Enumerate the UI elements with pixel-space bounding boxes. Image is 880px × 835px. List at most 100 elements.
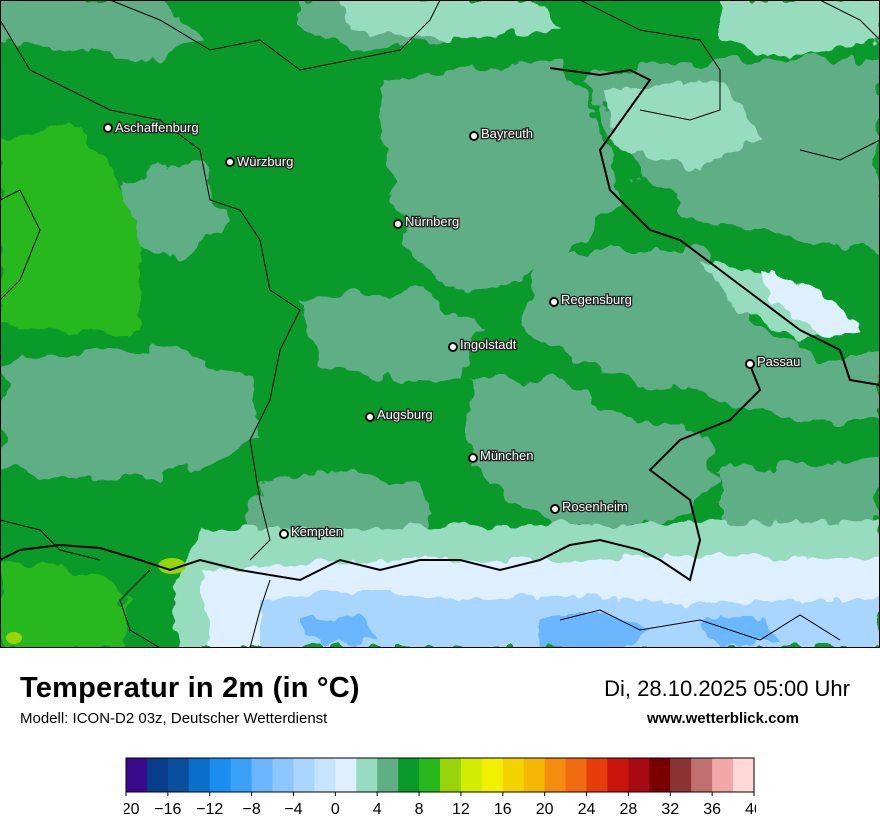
legend-color-swatch: [251, 758, 274, 792]
city-label: Nürnberg: [405, 214, 459, 229]
legend-tick-label: 0: [331, 801, 340, 818]
weather-map[interactable]: Aschaffenburg Würzburg Bayreuth Nürnberg…: [0, 0, 880, 648]
legend-color-swatch: [586, 758, 608, 792]
legend-tick-label: 20: [536, 801, 554, 818]
city-label: Aschaffenburg: [115, 120, 199, 135]
city-dot: [448, 342, 458, 352]
legend-tick-label: −4: [284, 801, 302, 818]
legend-color-swatch: [691, 758, 713, 792]
forecast-datetime: Di, 28.10.2025 05:00 Uhr: [604, 676, 850, 701]
city-dot: [365, 412, 375, 422]
temperature-map-svg: Aschaffenburg Würzburg Bayreuth Nürnberg…: [0, 0, 880, 648]
legend-tick-label: −20: [124, 801, 140, 818]
legend-color-swatch: [335, 758, 357, 792]
legend-color-swatch: [523, 758, 546, 792]
state-border: [819, 0, 880, 41]
legend-tick-label: 8: [415, 801, 424, 818]
city-dot: [745, 359, 755, 369]
legend-color-swatch: [670, 758, 692, 792]
legend-tick-label: 16: [494, 801, 512, 818]
legend-color-swatch: [628, 758, 650, 792]
city-markers: Aschaffenburg Würzburg Bayreuth Nürnberg…: [103, 119, 802, 540]
map-footer: Temperatur in 2m (in °C) Modell: ICON-D2…: [0, 648, 880, 830]
legend-color-swatch: [293, 758, 315, 792]
legend-color-swatch: [314, 758, 336, 792]
legend-color-swatch: [356, 758, 378, 792]
legend-color-swatch: [146, 758, 169, 792]
city-marker-kempten[interactable]: Kempten: [279, 523, 344, 540]
legend-tick-label: −12: [196, 801, 223, 818]
temperature-zone-12-14: [6, 558, 186, 644]
state-border: [0, 19, 301, 561]
country-border: [579, 0, 721, 121]
legend-color-swatch: [649, 758, 671, 792]
city-label: Augsburg: [377, 407, 433, 422]
country-border: [119, 569, 161, 648]
city-marker-augsburg[interactable]: Augsburg: [365, 406, 434, 423]
legend-color-swatch: [188, 758, 211, 792]
legend-color-swatch: [481, 758, 504, 792]
legend-color-swatch: [712, 758, 734, 792]
legend-color-swatch: [126, 758, 148, 792]
legend-tick-label: −8: [242, 801, 260, 818]
legend-color-swatch: [565, 758, 588, 792]
city-marker-regensburg[interactable]: Regensburg: [549, 291, 633, 308]
city-label: Würzburg: [237, 154, 293, 169]
color-legend-svg: −20 −16 −12 −8 −4 0 4 8 12 16 20 24 28 32 36 40: [112, 757, 763, 818]
state-border: [0, 189, 41, 301]
legend-tick-label: 40: [745, 801, 756, 818]
city-label: Passau: [757, 354, 800, 369]
website-link[interactable]: www.wetterblick.com: [647, 710, 799, 727]
legend-color-swatch: [419, 758, 441, 792]
legend-color-swatch: [440, 758, 462, 792]
city-label: München: [480, 448, 533, 463]
city-label: Bayreuth: [481, 126, 533, 141]
color-legend: −20 −16 −12 −8 −4 0 4 8 12 16 20 24 28 32 36 40: [112, 756, 763, 830]
legend-color-swatch: [209, 758, 232, 792]
city-dot: [469, 131, 479, 141]
legend-color-swatch: [502, 758, 525, 792]
legend-color-swatch: [544, 758, 567, 792]
city-label: Kempten: [291, 524, 343, 539]
city-marker-rosenheim[interactable]: Rosenheim: [550, 498, 629, 515]
legend-tick-label: 32: [661, 801, 679, 818]
legend-color-swatch: [272, 758, 294, 792]
state-border: [249, 579, 271, 648]
city-marker-passau[interactable]: Passau: [745, 353, 802, 370]
city-dot: [103, 123, 113, 133]
legend-tick-label: 28: [620, 801, 638, 818]
legend-color-swatch: [607, 758, 629, 792]
legend-color-swatch: [460, 758, 483, 792]
legend-tick-label: 12: [452, 801, 470, 818]
city-marker-nuernberg[interactable]: Nürnberg: [393, 213, 461, 230]
legend-color-swatch: [398, 758, 420, 792]
city-dot: [279, 529, 289, 539]
city-dot: [393, 219, 403, 229]
legend-color-swatch: [733, 758, 755, 792]
borders: [0, 0, 880, 648]
state-border: [799, 139, 880, 161]
legend-tick-label: 4: [373, 801, 382, 818]
country-border: [549, 67, 880, 386]
city-label: Rosenheim: [562, 499, 628, 514]
legend-tick-label: 36: [703, 801, 721, 818]
city-label: Regensburg: [561, 292, 632, 307]
legend-tick-label: 24: [578, 801, 596, 818]
state-border: [0, 519, 101, 561]
city-dot: [468, 453, 478, 463]
legend-tick-label: −16: [154, 801, 181, 818]
legend-color-swatch: [230, 758, 253, 792]
legend-color-swatch: [167, 758, 190, 792]
city-label: Ingolstadt: [460, 337, 517, 352]
country-border: [0, 364, 762, 582]
city-marker-ingolstadt[interactable]: Ingolstadt: [448, 336, 518, 353]
city-marker-bayreuth[interactable]: Bayreuth: [469, 125, 534, 142]
model-source: Modell: ICON-D2 03z, Deutscher Wetterdie…: [20, 710, 328, 727]
city-marker-wuerzburg[interactable]: Würzburg: [225, 153, 295, 170]
temperature-zone-10-12: [0, 120, 140, 648]
city-marker-muenchen[interactable]: München: [468, 447, 535, 464]
city-dot: [225, 157, 235, 167]
city-marker-aschaffenburg[interactable]: Aschaffenburg: [103, 119, 200, 136]
city-dot: [549, 297, 559, 307]
state-border: [559, 609, 841, 641]
